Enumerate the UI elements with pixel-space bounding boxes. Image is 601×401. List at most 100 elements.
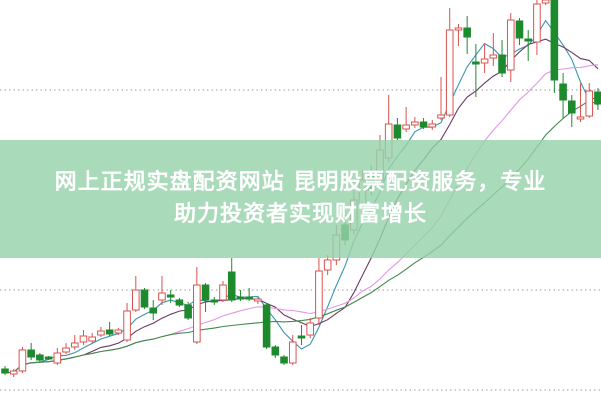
candle-body — [132, 289, 140, 311]
candle-down — [472, 44, 480, 97]
candle-up — [193, 267, 201, 344]
candle-body — [53, 352, 62, 364]
candle-down — [1, 366, 9, 375]
candle-down — [524, 30, 533, 61]
candle-body — [236, 296, 245, 300]
candle-body — [576, 116, 585, 120]
candle-body — [585, 90, 594, 117]
candle-up — [437, 77, 445, 120]
candle-down — [166, 290, 175, 303]
candle-body — [533, 3, 541, 43]
candle-down — [297, 325, 306, 345]
candle-down — [559, 73, 567, 118]
candle-body — [437, 114, 445, 119]
candle-up — [541, 0, 550, 5]
candle-down — [210, 297, 219, 305]
candle-up — [97, 327, 105, 337]
candle-up — [402, 107, 410, 132]
candle-up — [288, 335, 297, 365]
candle-up — [306, 318, 314, 338]
candle-up — [219, 281, 227, 302]
candle-body — [70, 342, 79, 348]
candle-body — [323, 259, 332, 271]
candle-body — [393, 124, 402, 139]
candle-down — [262, 303, 271, 349]
candle-up — [411, 117, 419, 128]
candle-down — [27, 343, 35, 360]
candle-body — [402, 124, 410, 130]
candle-body — [184, 304, 192, 319]
candle-body — [288, 341, 297, 364]
candle-body — [245, 296, 253, 300]
candle-body — [123, 310, 131, 341]
title-banner: 网上正规实盘配资网站 昆明股票配资服务，专业 助力投资者实现财富增长 — [0, 140, 601, 258]
candle-body — [445, 29, 454, 116]
candle-body — [271, 346, 280, 356]
candle-up — [585, 83, 594, 118]
candle-down — [515, 18, 524, 45]
candle-up — [79, 330, 88, 345]
candle-body — [463, 27, 471, 38]
candle-up — [53, 348, 62, 365]
candle-body — [262, 304, 271, 348]
candle-body — [114, 329, 123, 334]
candle-down — [568, 95, 576, 127]
candle-body — [219, 284, 227, 301]
candle-body — [506, 19, 515, 71]
candle-body — [140, 289, 149, 308]
candle-up — [70, 335, 79, 350]
candle-body — [541, 0, 550, 4]
candle-up — [315, 258, 323, 325]
candle-down — [236, 290, 245, 301]
candle-body — [594, 91, 601, 105]
candle-body — [419, 121, 428, 128]
candle-body — [472, 61, 480, 65]
candle-down — [36, 353, 44, 362]
candle-down — [227, 258, 236, 302]
candle-body — [62, 347, 70, 353]
candle-body — [36, 354, 44, 361]
candle-up — [428, 120, 437, 130]
candle-down — [105, 322, 114, 336]
candle-body — [149, 307, 158, 314]
candle-up — [123, 303, 131, 342]
candle-body — [428, 123, 437, 128]
candle-body — [105, 329, 114, 335]
candle-up — [480, 44, 489, 73]
candle-down — [149, 300, 158, 320]
candle-down — [201, 283, 210, 312]
candle-down — [550, 0, 559, 93]
candle-body — [315, 270, 323, 319]
candle-up — [533, 0, 541, 55]
candle-up — [506, 13, 515, 82]
banner-title-line1: 网上正规实盘配资网站 昆明股票配资服务，专业 — [54, 170, 547, 195]
candle-body — [280, 356, 288, 364]
candle-down — [271, 345, 280, 358]
candle-body — [306, 322, 314, 336]
candle-down — [463, 16, 471, 54]
candle-body — [97, 330, 105, 336]
candle-body — [79, 335, 88, 343]
candle-up — [88, 333, 97, 343]
candle-body — [1, 368, 9, 374]
candle-body — [480, 58, 489, 64]
candle-down — [419, 118, 428, 129]
candle-body — [18, 349, 27, 372]
candle-body — [9, 370, 18, 375]
candle-down — [175, 298, 184, 307]
candle-body — [524, 38, 533, 42]
candle-body — [498, 54, 506, 74]
candle-up — [18, 347, 27, 373]
candle-body — [201, 284, 210, 301]
candle-body — [568, 100, 576, 114]
candle-up — [254, 297, 262, 304]
candle-down — [280, 355, 288, 365]
candle-body — [411, 121, 419, 126]
candle-body — [158, 292, 166, 301]
candle-body — [550, 0, 559, 81]
candle-body — [88, 336, 97, 342]
candle-up — [158, 276, 166, 305]
candle-body — [175, 299, 184, 306]
candle-up — [62, 343, 70, 354]
